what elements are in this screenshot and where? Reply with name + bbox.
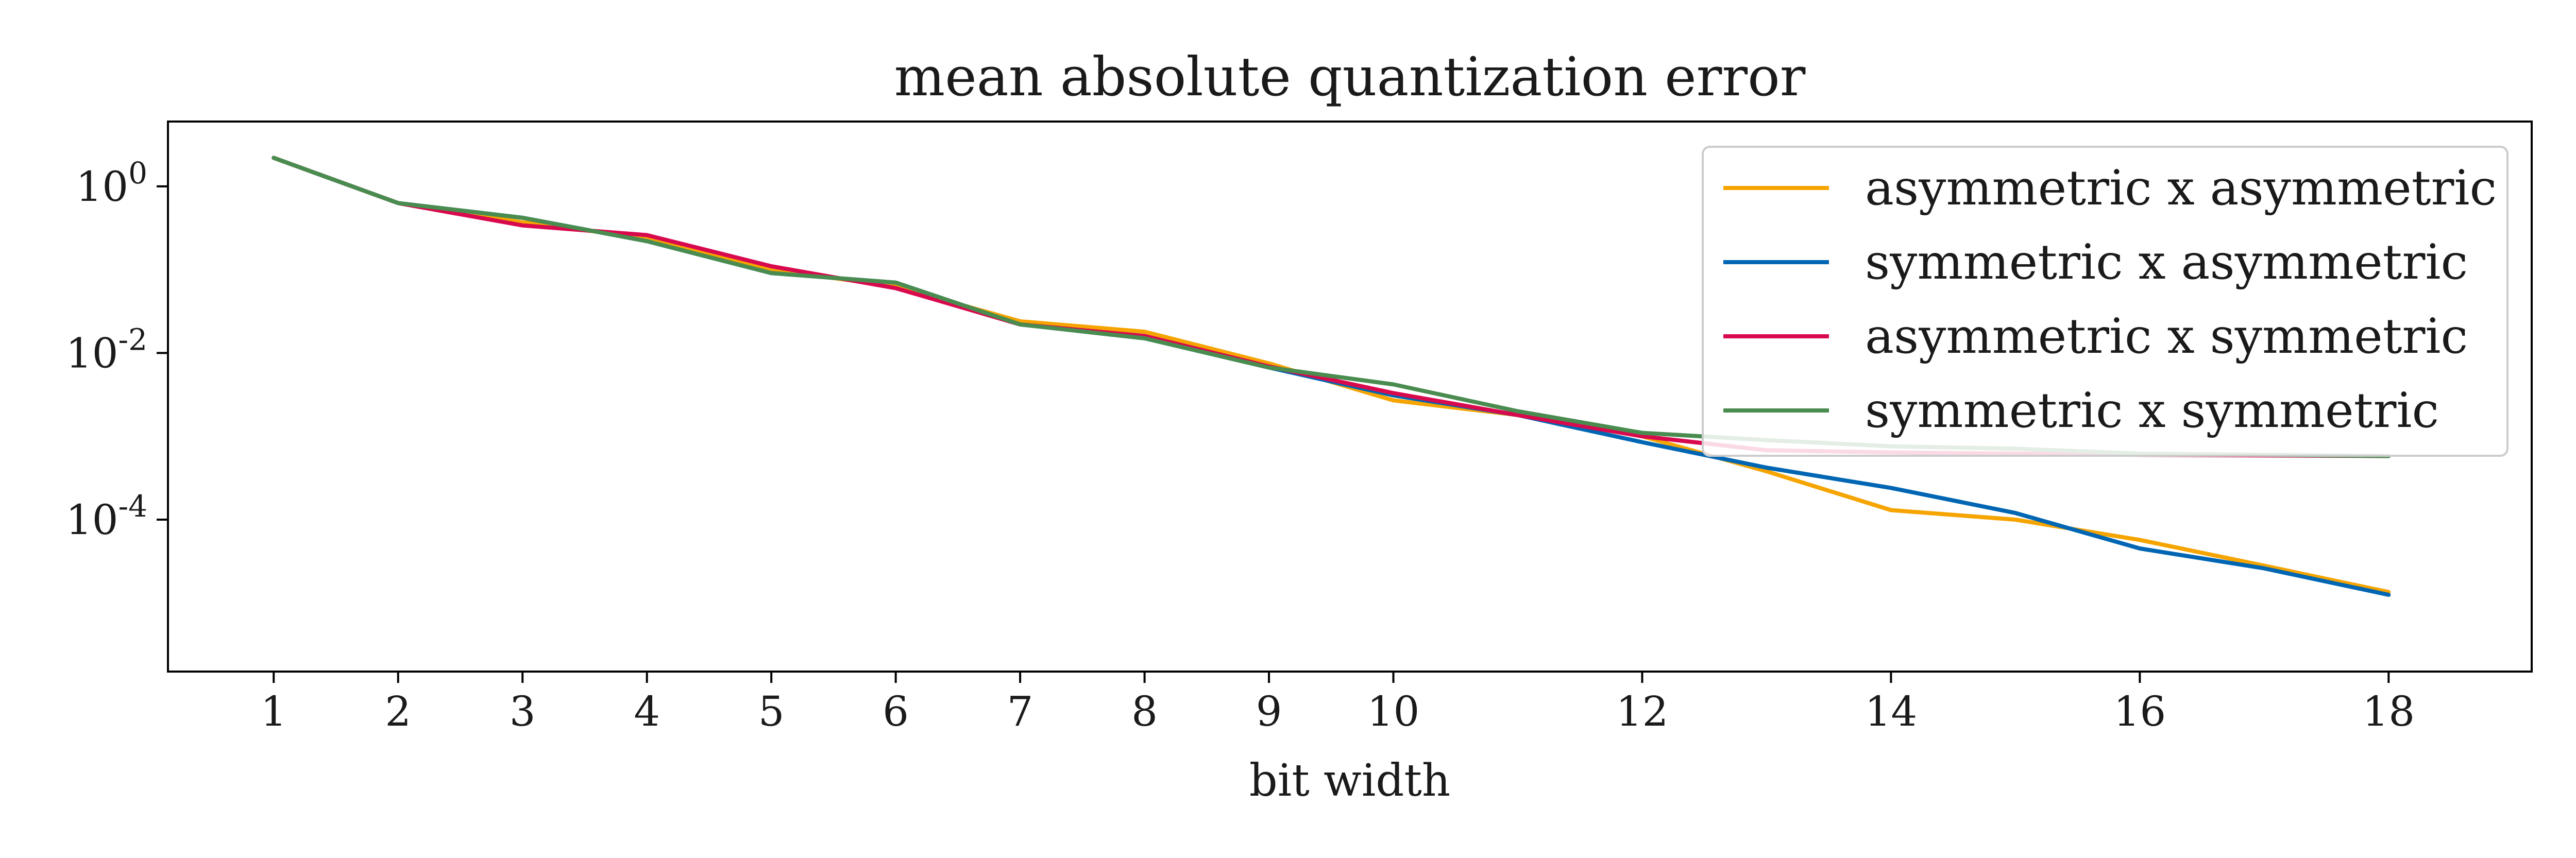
x-tick-label: 1 — [261, 688, 287, 735]
x-tick-label: 3 — [510, 688, 536, 735]
x-tick-label: 12 — [1616, 688, 1669, 735]
x-axis-label: bit width — [1249, 755, 1451, 806]
y-tick-label: 10-2 — [66, 322, 147, 377]
x-tick-label: 14 — [1865, 688, 1918, 735]
x-tick-label: 6 — [883, 688, 909, 735]
x-tick-label: 2 — [385, 688, 411, 735]
x-tick-label: 9 — [1256, 688, 1282, 735]
x-tick-label: 10 — [1367, 688, 1420, 735]
legend-box — [1702, 146, 2509, 457]
x-tick-label: 8 — [1131, 688, 1158, 735]
legend-label-4: symmetric x symmetric — [1865, 383, 2439, 439]
x-tick-label: 7 — [1007, 688, 1033, 735]
y-tick-label: 100 — [76, 156, 147, 211]
plot-frame — [167, 121, 2533, 673]
legend-label-3: asymmetric x symmetric — [1865, 308, 2468, 365]
legend-entries: asymmetric x asymmetric symmetric x asymm… — [1723, 160, 2497, 439]
y-tick-label: 10-4 — [66, 489, 147, 544]
x-tick-label: 16 — [2113, 688, 2166, 735]
x-tick-label: 4 — [634, 688, 660, 735]
x-tick-label: 5 — [758, 688, 785, 735]
legend: asymmetric x asymmetric symmetric x asymm… — [1702, 146, 2509, 457]
legend-label-1: asymmetric x asymmetric — [1865, 160, 2497, 216]
legend-label-2: symmetric x asymmetric — [1865, 234, 2468, 290]
x-tick-label: 18 — [2362, 688, 2415, 735]
chart-title: mean absolute quantization error — [894, 45, 1806, 108]
